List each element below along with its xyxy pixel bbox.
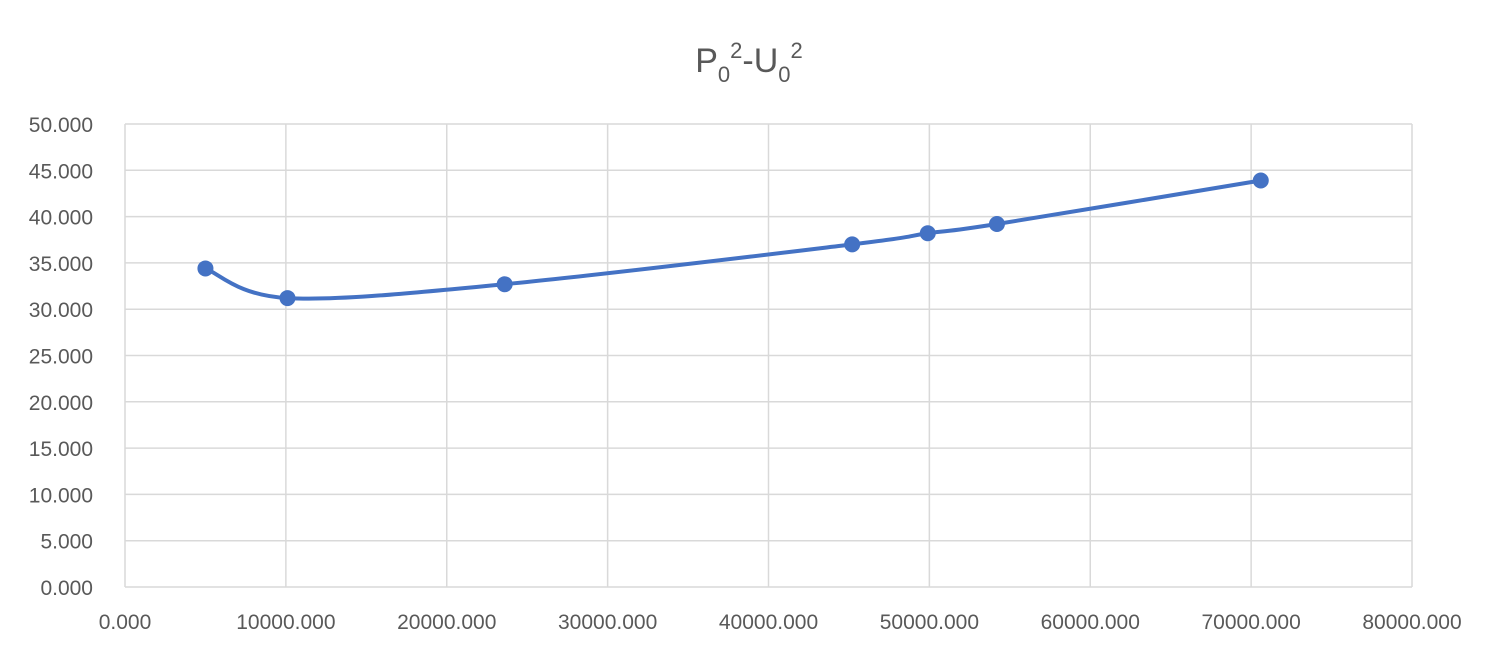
series-line [203, 178, 1263, 301]
y-tick-label: 15.000 [29, 438, 93, 461]
data-point [496, 276, 513, 293]
chart-title-part: P [695, 42, 718, 80]
y-tick-label: 20.000 [29, 392, 93, 415]
data-point [1252, 172, 1269, 189]
chart-title-part: 2 [730, 38, 742, 63]
data-point [988, 216, 1005, 233]
x-tick-label: 60000.000 [1041, 611, 1140, 634]
x-tick-label: 70000.000 [1201, 611, 1300, 634]
chart-title-part: 2 [791, 38, 803, 63]
series-layer [197, 172, 1269, 307]
grid-lines [124, 123, 1413, 588]
x-tick-label: 50000.000 [880, 611, 979, 634]
y-tick-label: 50.000 [29, 114, 93, 137]
y-tick-label: 25.000 [29, 346, 93, 369]
x-tick-label: 0.000 [99, 611, 152, 634]
x-axis-tick-labels: 0.000 10000.000 20000.000 30000.000 40000.00… [99, 611, 1462, 634]
data-point [844, 236, 861, 253]
data-point [279, 290, 296, 307]
y-tick-label: 35.000 [29, 253, 93, 276]
chart-title-part: 0 [778, 62, 790, 87]
y-tick-label: 10.000 [29, 484, 93, 507]
x-tick-label: 40000.000 [719, 611, 818, 634]
y-tick-label: 5.000 [40, 531, 93, 554]
y-tick-label: 0.000 [40, 577, 93, 600]
y-tick-label: 30.000 [29, 299, 93, 322]
y-tick-label: 45.000 [29, 160, 93, 183]
x-tick-label: 80000.000 [1362, 611, 1461, 634]
x-tick-label: 30000.000 [558, 611, 657, 634]
x-tick-label: 10000.000 [236, 611, 335, 634]
chart-title-part: -U [742, 42, 778, 80]
y-axis-tick-labels: 0.000 5.000 10.000 15.000 20.000 25.000 30.000… [29, 114, 93, 600]
chart-title: P02-U02 [695, 38, 803, 87]
data-point [919, 225, 936, 242]
chart-title-part: 0 [718, 62, 730, 87]
data-point [197, 260, 214, 277]
x-tick-label: 20000.000 [397, 611, 496, 634]
y-tick-label: 40.000 [29, 207, 93, 230]
